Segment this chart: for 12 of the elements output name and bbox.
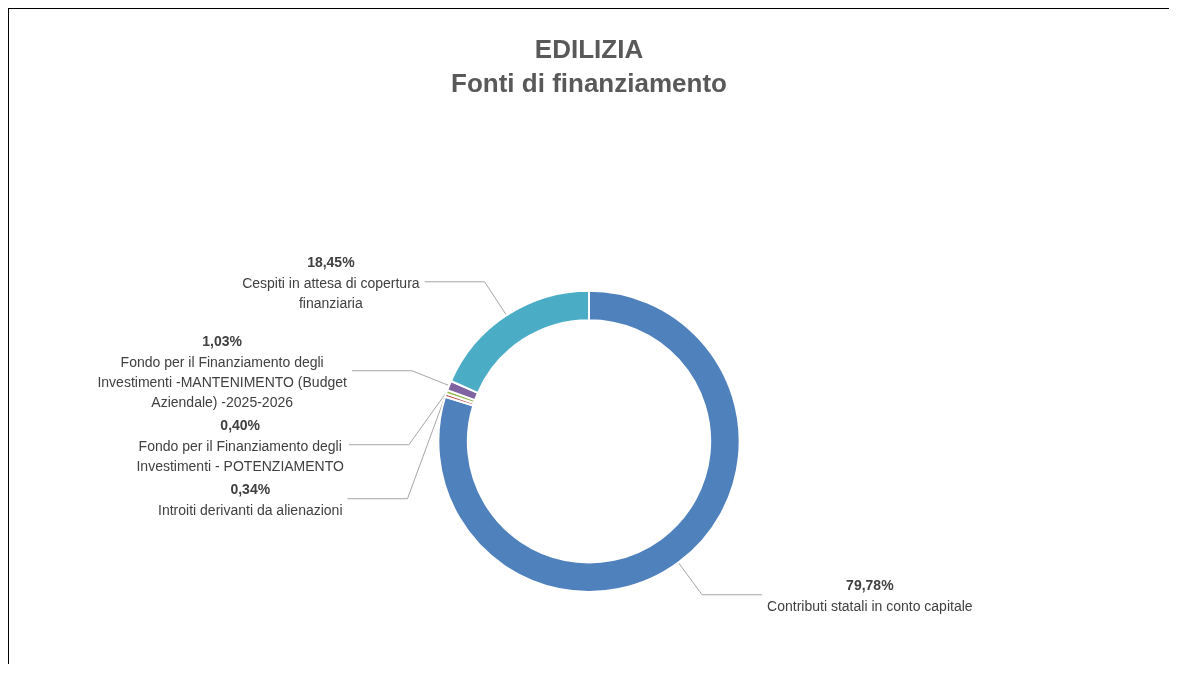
chart-subtitle: Fonti di finanziamento — [451, 68, 727, 98]
slice-label: Cespiti in attesa di copertura finanziaria — [242, 274, 420, 311]
data-label: 1,03% — [202, 332, 243, 349]
data-label: 0,34% — [230, 480, 271, 497]
chart-title: EDILIZIA — [534, 34, 644, 64]
data-label: 0,40% — [220, 416, 261, 433]
slice-label: Fondo per il Finanziamento degli Investimenti - POTENZIAMENTO — [136, 437, 345, 474]
slice-label: Contributi statali in conto capitale — [767, 597, 973, 614]
data-label: 18,45% — [307, 253, 356, 270]
slice-label: Introiti derivanti da alienazioni — [158, 501, 343, 518]
slice-label: Fondo per il Finanziamento degli Investimenti -MANTENIMENTO (Budget Aziendale) -2025-2026 — [97, 353, 347, 410]
data-label: 79,78% — [846, 576, 895, 593]
